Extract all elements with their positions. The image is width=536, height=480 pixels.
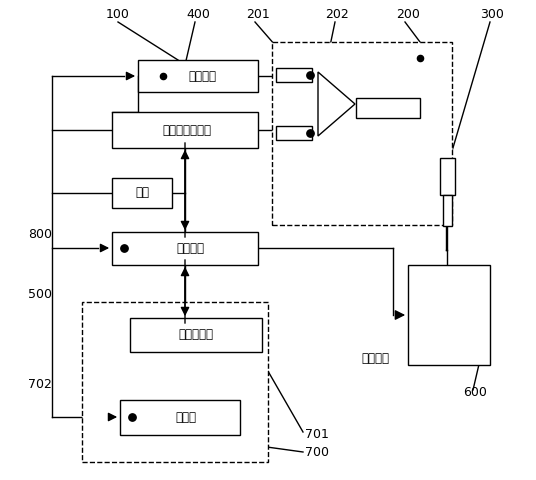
Bar bbox=[112, 232, 258, 265]
Text: 400: 400 bbox=[186, 8, 210, 21]
Text: 300: 300 bbox=[480, 8, 504, 21]
Text: 202: 202 bbox=[325, 8, 349, 21]
Point bbox=[306, 71, 314, 79]
Point bbox=[120, 244, 128, 252]
Text: 后分光光学系统: 后分光光学系统 bbox=[162, 123, 212, 136]
Text: 100: 100 bbox=[106, 8, 130, 21]
Text: 200: 200 bbox=[396, 8, 420, 21]
Text: 液晶触摸屏: 液晶触摸屏 bbox=[178, 328, 213, 341]
Bar bbox=[120, 400, 240, 435]
Bar bbox=[356, 98, 420, 118]
Point bbox=[306, 129, 314, 137]
Bar bbox=[443, 195, 452, 226]
Point bbox=[416, 54, 425, 62]
Point bbox=[159, 72, 167, 80]
Text: 500: 500 bbox=[28, 288, 52, 301]
Text: 201: 201 bbox=[246, 8, 270, 21]
Text: 打印机: 打印机 bbox=[175, 411, 197, 424]
Bar bbox=[82, 302, 268, 462]
Text: 控制系统: 控制系统 bbox=[176, 242, 204, 255]
Bar bbox=[276, 68, 312, 82]
Text: 702: 702 bbox=[28, 379, 52, 392]
Bar bbox=[408, 265, 490, 365]
Text: 700: 700 bbox=[305, 445, 329, 458]
Bar bbox=[112, 112, 258, 148]
Text: 701: 701 bbox=[305, 428, 329, 441]
Bar bbox=[138, 60, 258, 92]
Point bbox=[128, 413, 136, 421]
Bar bbox=[130, 318, 262, 352]
Text: 电源: 电源 bbox=[135, 187, 149, 200]
Text: 样本溶液: 样本溶液 bbox=[361, 351, 389, 364]
Text: 600: 600 bbox=[463, 385, 487, 398]
Text: 800: 800 bbox=[28, 228, 52, 241]
Bar bbox=[272, 42, 452, 225]
Bar bbox=[440, 158, 455, 195]
Text: 光源组件: 光源组件 bbox=[188, 70, 216, 83]
Bar bbox=[112, 178, 172, 208]
Bar bbox=[276, 126, 312, 140]
